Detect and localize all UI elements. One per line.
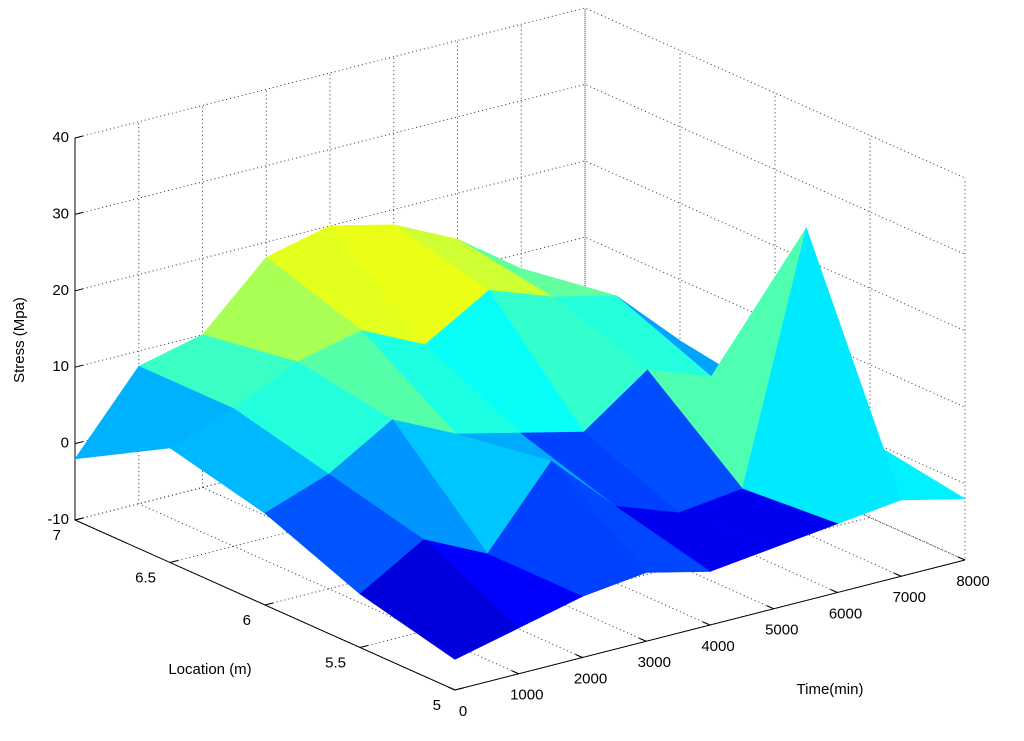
x-tick — [766, 605, 774, 610]
x-tick — [702, 621, 711, 626]
z-tick-label: 40 — [52, 129, 69, 146]
y-tick — [264, 602, 274, 606]
y-tick-label: 5.5 — [325, 654, 346, 671]
x-tick-label: 7000 — [893, 589, 926, 606]
z-tick-label: 30 — [52, 205, 69, 222]
z-tick — [74, 441, 84, 445]
y-tick — [454, 687, 464, 691]
y-tick — [359, 645, 369, 648]
x-tick-label: 2000 — [574, 670, 607, 687]
x-tick — [957, 556, 966, 561]
grid-line — [359, 135, 871, 648]
z-tick-label: 0 — [61, 435, 69, 452]
grid-line — [74, 7, 966, 179]
x-tick — [575, 654, 583, 658]
grid-line — [74, 83, 966, 255]
z-tick — [74, 211, 84, 215]
surface-patch — [359, 539, 520, 660]
y-tick — [169, 560, 179, 563]
grid-line — [454, 178, 966, 691]
grid-line — [264, 93, 776, 606]
grid-line — [202, 105, 583, 658]
grid-line — [169, 50, 681, 563]
y-tick — [74, 517, 84, 521]
y-tick-label: 6.5 — [135, 569, 156, 586]
x-tick — [830, 589, 838, 593]
grid-line — [138, 121, 520, 675]
grid-line — [74, 8, 586, 521]
z-tick — [74, 135, 84, 139]
x-tick-label: 6000 — [829, 605, 862, 622]
x-tick-label: 3000 — [638, 654, 671, 671]
x-tick-label: 5000 — [765, 622, 798, 639]
x-tick — [447, 686, 456, 691]
x-tick-label: 8000 — [956, 573, 989, 590]
x-tick-label: 0 — [459, 703, 467, 720]
z-tick — [74, 364, 84, 368]
x-tick — [511, 670, 519, 675]
x-tick — [639, 637, 647, 642]
z-axis-label: Stress (Mpa) — [11, 297, 28, 383]
y-axis-label: Location (m) — [168, 661, 251, 678]
x-tick — [894, 572, 902, 577]
z-tick-label: -10 — [47, 511, 69, 528]
x-tick-label: 1000 — [510, 687, 543, 704]
x-tick-label: 4000 — [701, 638, 734, 655]
z-tick-label: 20 — [52, 282, 69, 299]
z-tick-label: 10 — [52, 358, 69, 375]
y-tick-label: 7 — [53, 527, 61, 544]
y-tick-label: 6 — [243, 612, 251, 629]
z-tick — [74, 288, 84, 292]
y-tick-label: 5 — [433, 697, 441, 714]
x-axis-label: Time(min) — [797, 681, 864, 698]
